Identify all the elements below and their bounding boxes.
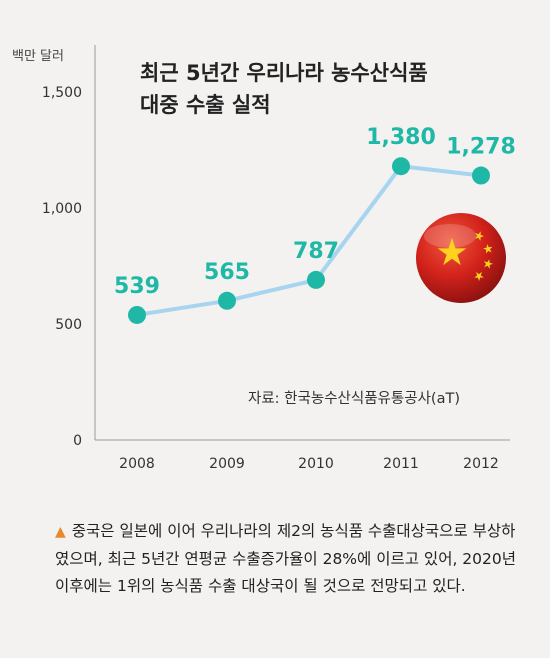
data-point-2009 [218,291,236,310]
y-tick-label-2: 1,000 [42,201,82,217]
data-label-2010: 787 [293,239,339,264]
y-tick-label-3: 1,500 [42,85,82,101]
data-label-2009: 565 [204,260,250,285]
source-note: 자료: 한국농수산식품유통공사(aT) [248,390,460,407]
x-tick-label-2010: 2010 [298,456,334,472]
x-tick-label-2011: 2011 [383,456,419,472]
chart-title-line-2: 대중 수출 실적 [140,93,271,117]
data-label-2011: 1,380 [366,125,436,150]
data-point-2010 [307,270,325,289]
x-axis-ticks: 2008 2009 2010 2011 2012 [119,456,499,472]
y-tick-label-0: 0 [73,433,82,449]
data-labels: 539 565 787 1,380 1,278 [114,125,516,299]
data-label-2008: 539 [114,274,160,299]
y-axis-unit-label: 백만 달러 [12,49,64,64]
data-label-2012: 1,278 [446,135,516,160]
caption: ▲ 중국은 일본에 이어 우리나라의 제2의 농식품 수출대상국으로 부상하였으며… [55,518,525,600]
caption-triangle-icon: ▲ [55,524,66,540]
x-tick-label-2012: 2012 [463,456,499,472]
data-point-2011 [392,157,410,176]
china-flag-icon [416,213,506,303]
series-markers [128,157,490,324]
y-axis-ticks: 0 500 1,000 1,500 [42,85,82,449]
y-tick-label-1: 500 [55,317,82,333]
data-point-2012 [472,166,490,185]
caption-text: 중국은 일본에 이어 우리나라의 제2의 농식품 수출대상국으로 부상하였으며,… [55,522,517,595]
export-chart: 백만 달러 0 500 1,000 1,500 최근 5년간 우리나라 농수산식품 대… [12,45,516,472]
data-point-2008 [128,305,146,324]
chart-title-line-1: 최근 5년간 우리나라 농수산식품 [140,61,428,85]
x-tick-label-2008: 2008 [119,456,155,472]
x-tick-label-2009: 2009 [209,456,245,472]
